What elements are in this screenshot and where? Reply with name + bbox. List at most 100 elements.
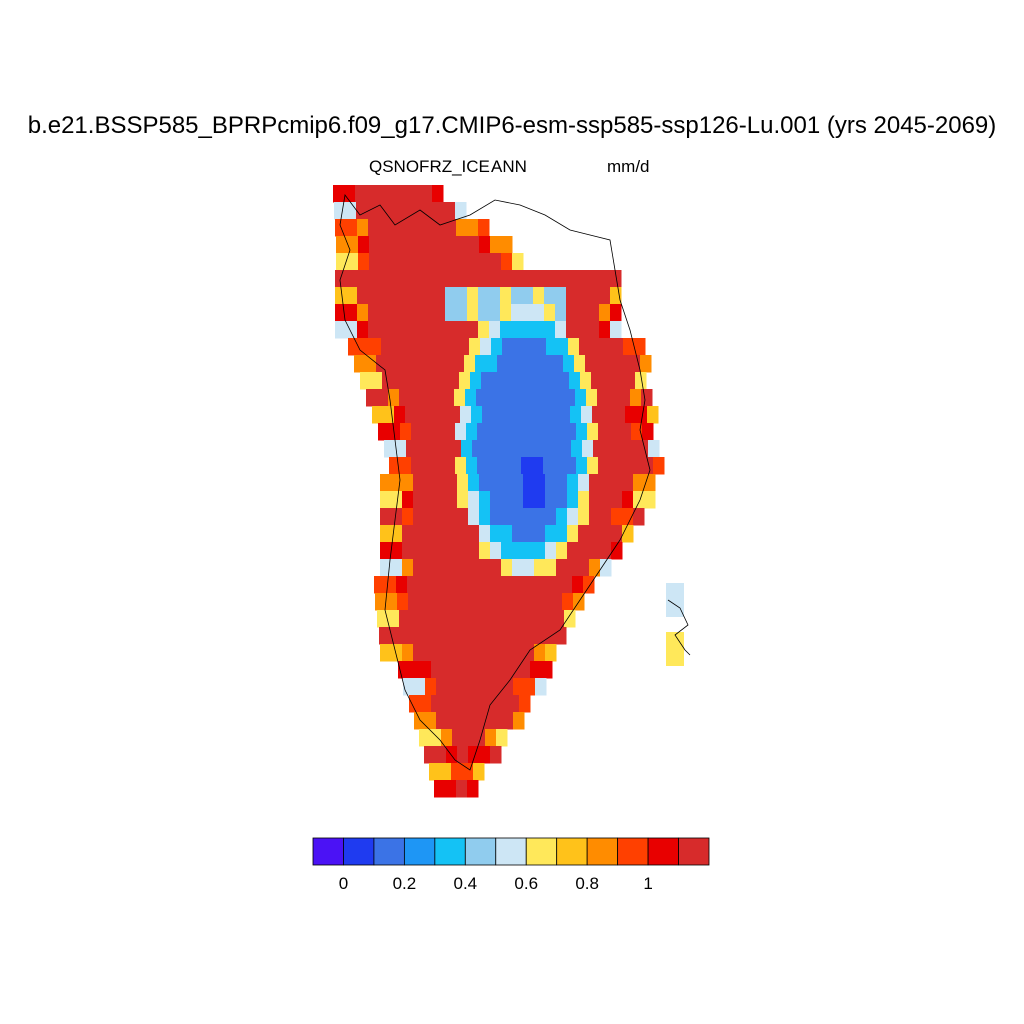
map-cell: [424, 644, 436, 662]
map-cell: [435, 746, 447, 764]
map-cell: [336, 253, 348, 271]
map-cell: [466, 457, 478, 475]
map-cell: [640, 355, 652, 373]
map-cell: [424, 508, 436, 526]
map-cell: [490, 525, 502, 543]
map-cell: [512, 542, 524, 560]
map-cell: [402, 542, 414, 560]
map-cell: [412, 304, 424, 322]
map-cell: [401, 304, 413, 322]
map-cell: [545, 525, 557, 543]
map-cell: [335, 321, 347, 339]
map-cell: [370, 338, 382, 356]
map-cell: [574, 355, 586, 373]
map-cell: [385, 576, 397, 594]
map-cell: [457, 746, 469, 764]
map-cell: [523, 474, 535, 492]
map-cell: [422, 457, 434, 475]
map-cell: [597, 389, 609, 407]
map-cell: [358, 236, 370, 254]
map-cell: [578, 508, 590, 526]
map-cell: [474, 593, 486, 611]
map-cell: [433, 457, 445, 475]
map-cell: [392, 338, 404, 356]
map-cell: [434, 321, 446, 339]
map-cell: [485, 593, 497, 611]
map-cell: [357, 219, 369, 237]
map-cell: [542, 610, 554, 628]
map-cell: [461, 440, 473, 458]
map-cell: [512, 508, 524, 526]
map-cell: [589, 474, 601, 492]
map-cell: [467, 270, 479, 288]
map-cell: [563, 355, 575, 373]
map-cell: [425, 678, 437, 696]
map-cell: [471, 406, 483, 424]
map-cell: [473, 576, 485, 594]
map-cell: [379, 304, 391, 322]
map-cell: [488, 457, 500, 475]
map-cell: [410, 185, 422, 203]
map-cell: [619, 389, 631, 407]
map-cell: [402, 236, 414, 254]
map-cell: [501, 525, 513, 543]
map-cell: [436, 678, 448, 696]
map-cell: [468, 491, 480, 509]
map-cell: [468, 474, 480, 492]
map-cell: [429, 576, 441, 594]
map-cell: [547, 372, 559, 390]
map-cell: [462, 763, 474, 781]
map-cell: [545, 474, 557, 492]
map-cell: [390, 321, 402, 339]
map-cell: [545, 559, 557, 577]
map-cell: [567, 559, 579, 577]
map-cell: [491, 338, 503, 356]
map-cell: [446, 542, 458, 560]
map-cell: [414, 338, 426, 356]
map-cell: [428, 440, 440, 458]
map-cell: [486, 355, 498, 373]
map-cell: [508, 355, 520, 373]
coastline-path: [339, 194, 651, 771]
map-cell: [475, 661, 487, 679]
map-cell: [607, 355, 619, 373]
map-cell: [467, 219, 479, 237]
map-cell: [418, 576, 430, 594]
map-cell: [509, 610, 521, 628]
map-cell: [567, 491, 579, 509]
map-cell: [489, 287, 501, 305]
map-cell: [559, 406, 571, 424]
map-cell: [513, 678, 525, 696]
map-cell: [516, 440, 528, 458]
map-cell: [503, 372, 515, 390]
map-cell: [414, 712, 426, 730]
map-cell: [519, 355, 531, 373]
map-cell: [550, 576, 562, 594]
map-cell: [424, 491, 436, 509]
map-cell: [380, 542, 392, 560]
map-cell: [666, 583, 684, 600]
map-cell: [401, 627, 413, 645]
map-cell: [380, 491, 392, 509]
map-cell: [548, 406, 560, 424]
map-cell: [566, 287, 578, 305]
map-cell: [477, 457, 489, 475]
map-cell: [532, 423, 544, 441]
map-cell: [600, 491, 612, 509]
map-cell: [486, 695, 498, 713]
map-cell: [542, 389, 554, 407]
map-cell: [624, 372, 636, 390]
map-cell: [511, 321, 523, 339]
map-cell: [528, 576, 540, 594]
map-cell: [544, 304, 556, 322]
map-cell: [534, 508, 546, 526]
map-cell: [377, 610, 389, 628]
map-cell: [504, 406, 516, 424]
map-cell: [501, 474, 513, 492]
map-cell: [501, 559, 513, 577]
map-cell: [478, 304, 490, 322]
map-cell: [497, 695, 509, 713]
map-cell: [434, 780, 446, 798]
map-cell: [456, 270, 468, 288]
map-cell: [344, 185, 356, 203]
